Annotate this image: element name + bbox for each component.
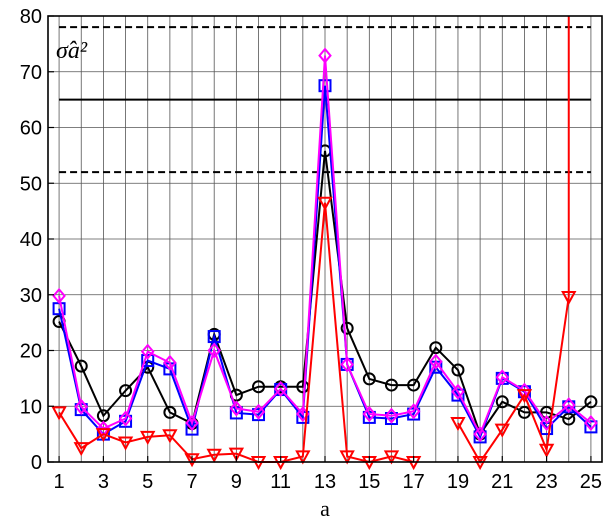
x-tick-label: 25 — [580, 471, 602, 493]
x-tick-label: 3 — [98, 471, 109, 493]
y-tick-label: 60 — [20, 118, 42, 140]
x-tick-label: 19 — [447, 471, 469, 493]
annotation-label: σ̂a² — [56, 38, 88, 64]
y-tick-label: 0 — [31, 452, 42, 474]
x-tick-label: 23 — [535, 471, 557, 493]
y-tick-label: 10 — [20, 396, 42, 418]
x-axis-label: a — [320, 496, 330, 521]
x-tick-label: 21 — [491, 471, 513, 493]
x-tick-label: 7 — [186, 471, 197, 493]
x-tick-label: 9 — [231, 471, 242, 493]
y-tick-label: 20 — [20, 341, 42, 363]
x-tick-label: 5 — [142, 471, 153, 493]
y-tick-label: 50 — [20, 173, 42, 195]
y-tick-label: 70 — [20, 62, 42, 84]
y-tick-label: 80 — [20, 6, 42, 28]
y-tick-label: 30 — [20, 285, 42, 307]
x-tick-label: 17 — [403, 471, 425, 493]
x-tick-label: 13 — [314, 471, 336, 493]
x-tick-label: 1 — [54, 471, 65, 493]
x-tick-label: 11 — [270, 471, 291, 493]
y-tick-label: 40 — [20, 229, 42, 251]
x-tick-label: 15 — [358, 471, 380, 493]
